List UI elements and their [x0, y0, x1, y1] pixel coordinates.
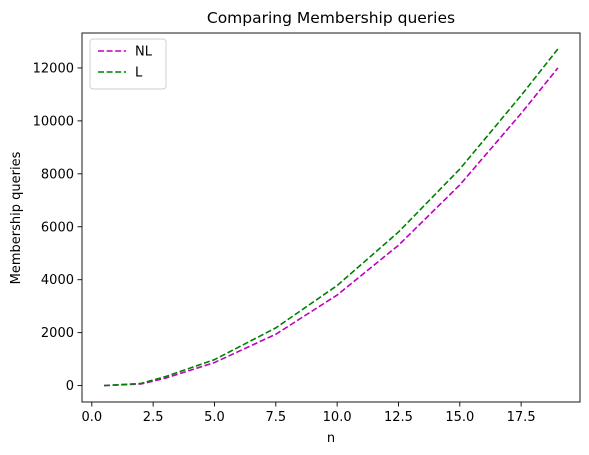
y-tick-label: 8000: [41, 167, 74, 182]
y-axis: 0 2000 4000 6000 8000 10000 12000: [33, 61, 82, 394]
x-tick-label: 15.0: [445, 410, 474, 425]
x-tick-label: 0.0: [81, 410, 102, 425]
y-tick-label: 0: [66, 379, 74, 394]
y-tick-label: 4000: [41, 273, 74, 288]
legend-box: [89, 38, 167, 90]
x-axis-label: n: [327, 431, 335, 446]
y-axis-label: Membership queries: [9, 151, 24, 284]
x-tick-label: 2.5: [143, 410, 164, 425]
y-tick-label: 12000: [33, 61, 74, 76]
x-tick-label: 7.5: [265, 410, 286, 425]
y-tick-label: 2000: [41, 326, 74, 341]
plot-area: [81, 32, 581, 403]
x-tick-label: 17.5: [507, 410, 536, 425]
x-tick-label: 5.0: [204, 410, 225, 425]
chart-title: Comparing Membership queries: [207, 9, 455, 27]
y-tick-label: 10000: [33, 114, 74, 129]
axes-frame: [81, 32, 581, 403]
legend-label-l: L: [135, 66, 143, 81]
x-tick-label: 10.0: [323, 410, 352, 425]
legend: NL L: [89, 38, 167, 90]
y-tick-label: 6000: [41, 220, 74, 235]
x-tick-label: 12.5: [384, 410, 413, 425]
legend-label-nl: NL: [135, 45, 153, 60]
series-line-nl: [104, 67, 559, 387]
series-line-l: [104, 48, 559, 387]
x-axis: 0.0 2.5 5.0 7.5 10.0 12.5 15.0 17.5: [81, 402, 536, 425]
